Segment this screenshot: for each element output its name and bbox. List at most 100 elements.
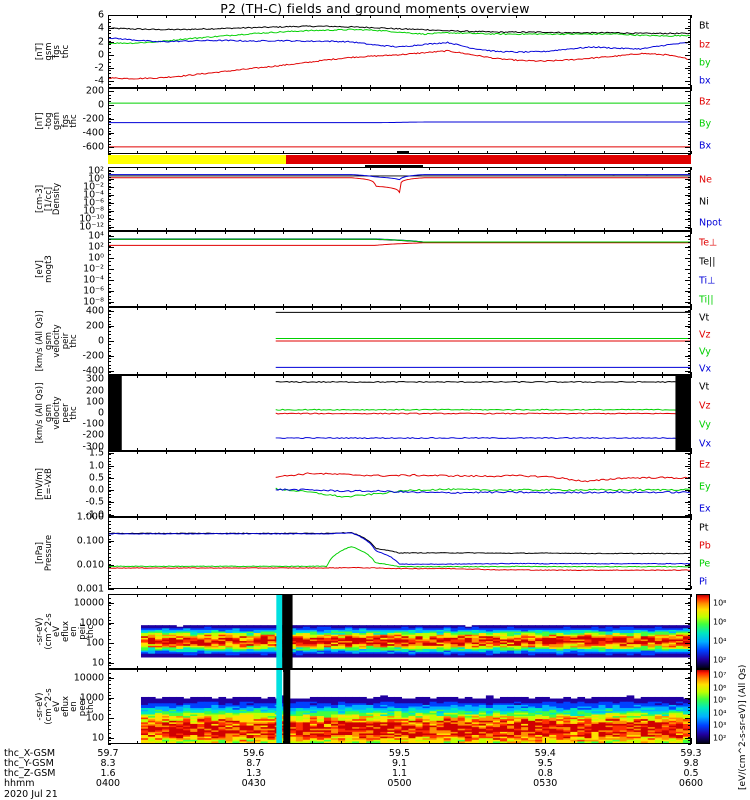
axis-value: 9.8	[683, 758, 699, 769]
series-bz	[109, 49, 690, 80]
legend-item-Pt: Pt	[699, 522, 709, 534]
panel-peer-velocity	[108, 375, 691, 451]
ytick-label: -1.0	[85, 509, 104, 521]
legend-item-Pe: Pe	[699, 558, 711, 570]
ytick-label: 0	[97, 335, 104, 347]
ytick-label: 1000	[79, 692, 104, 704]
series-Te⊥	[109, 242, 690, 246]
axis-row-label: thc_Y-GSM	[4, 758, 54, 769]
ytick-label: 10⁻¹²	[79, 221, 104, 233]
legend-item-Vx: Vx	[699, 438, 712, 450]
colorbar-tick-label: 10⁸	[713, 598, 727, 608]
panel-pressure	[108, 517, 691, 589]
ytick-label: 100	[85, 637, 104, 649]
ytick-label: -200	[82, 113, 104, 125]
ytick-label: -400	[82, 365, 104, 377]
ytick-label: 1000	[79, 617, 104, 629]
ytick-label: 0	[97, 99, 104, 111]
ytick-label: 10⁻⁸	[83, 205, 104, 217]
xtick-minor	[691, 517, 692, 520]
status-segment	[108, 155, 286, 164]
ylabel-density: [cm-3] [1/cc] Density	[35, 167, 62, 231]
axis-row-label: thc_X-GSM	[4, 748, 56, 759]
ytick-label: 10⁻⁴	[83, 189, 104, 201]
ytick-label: 10⁻²	[83, 181, 104, 193]
ylabel-peir-velocity: [km/s (All Qs)] gsm velocity peir thc	[35, 307, 79, 375]
legend-item-Ti||: Ti||	[699, 294, 714, 306]
ytick-label: 10⁻⁸	[83, 296, 104, 308]
ylabel-line: thc	[86, 624, 96, 639]
legend-item-Vz: Vz	[699, 400, 711, 412]
ytick-label: 100	[85, 712, 104, 724]
axis-value: 59.6	[243, 748, 265, 759]
legend-item-Vt: Vt	[699, 381, 710, 393]
yticks-pressure: 1.000 0.100 0.010 0.001	[40, 512, 104, 595]
ytick-minor	[108, 744, 111, 745]
ytick-label: 4	[97, 22, 104, 34]
ytick-label: 200	[85, 385, 104, 397]
colorbar-tick-label: 10⁴	[713, 708, 727, 718]
ytick-label: 300	[85, 373, 104, 385]
xtick-minor	[691, 669, 692, 672]
series-Ez	[275, 472, 690, 483]
ylabel-efield: [mV/m] E=-VxB	[35, 451, 54, 517]
axis-value: 1.6	[100, 768, 116, 779]
axis-value: 1.3	[246, 768, 262, 779]
colorbar-peir-spectrogram	[696, 594, 710, 669]
colorbar-tick-label: 10²	[713, 733, 727, 743]
xtick-minor	[691, 741, 692, 744]
series-Pe	[109, 546, 690, 568]
xtick-minor	[691, 586, 692, 589]
series-Ne	[109, 177, 690, 194]
page-title: P2 (TH-C) fields and ground moments over…	[220, 1, 530, 16]
ytick-label: 1.0	[88, 460, 104, 472]
ytick-label: 100	[85, 396, 104, 408]
axis-row-hhmm: hhmm 0400 0430 0500 0530 0600	[0, 778, 750, 789]
axis-value: 8.3	[100, 758, 116, 769]
legend-item-bz: bz	[699, 39, 711, 51]
ylabel-fgs-gsm: [nT] gsm fgs thc	[35, 15, 71, 88]
panel-peir-velocity	[108, 307, 691, 375]
colorbar-peer-spectrogram	[696, 669, 710, 744]
ytick-label: 200	[85, 85, 104, 97]
ylabel-peir-spectrogram: -sr-eV) (cm^2-s eV eflux en peir thc	[35, 594, 96, 669]
axis-value: 0500	[387, 778, 412, 789]
ytick-label: 0.0	[88, 484, 104, 496]
series-Bx	[109, 121, 690, 124]
ytick-label: 10000	[73, 672, 104, 684]
xtick-minor	[691, 448, 692, 451]
ytick-label: 10⁻⁴	[83, 274, 104, 286]
colorbar-tick-label: 10²	[713, 655, 727, 665]
yticks-temperature: 10⁴ 10² 10⁰ 10⁻² 10⁻⁴ 10⁻⁶ 10⁻⁸	[40, 231, 104, 307]
legend-item-Ti⊥: Ti⊥	[699, 275, 716, 287]
yticks-density: 10² 10⁰ 10⁻² 10⁻⁴ 10⁻⁶ 10⁻⁸ 10⁻¹⁰ 10⁻¹²	[40, 166, 104, 233]
ytick-label: 0.5	[88, 472, 104, 484]
axis-value: 59.5	[388, 748, 411, 759]
yticks-peir-velocity: 400 200 0 -200 -400	[40, 305, 104, 377]
axis-value: 0430	[241, 778, 266, 789]
legend-item-Pi: Pi	[699, 576, 708, 588]
ytick-label: 400	[85, 305, 104, 317]
xtick-minor	[691, 228, 692, 231]
legend-item-Ni: Ni	[699, 196, 709, 208]
legend-item-by: by	[699, 57, 711, 69]
status-mark	[404, 151, 409, 154]
series-Vt	[275, 381, 690, 383]
ytick-label: 10⁰	[88, 173, 104, 185]
series-Vx	[275, 437, 690, 440]
series-Pt	[109, 531, 690, 555]
xtick-major	[691, 738, 692, 744]
ytick-label: -100	[82, 418, 104, 430]
axis-value: 59.7	[97, 748, 119, 759]
axis-value: 59.3	[680, 748, 702, 759]
ytick-label: -300	[82, 441, 104, 453]
ytick-label: 2	[97, 36, 104, 48]
ytick-label: 10000	[73, 597, 104, 609]
legend-item-Vx: Vx	[699, 363, 712, 375]
series-Ti||	[109, 238, 690, 243]
panel-peir-spectrogram	[108, 594, 691, 669]
panel-temperature	[108, 231, 691, 307]
series-Pi	[109, 532, 690, 565]
ytick-label: 0.100	[76, 535, 104, 547]
